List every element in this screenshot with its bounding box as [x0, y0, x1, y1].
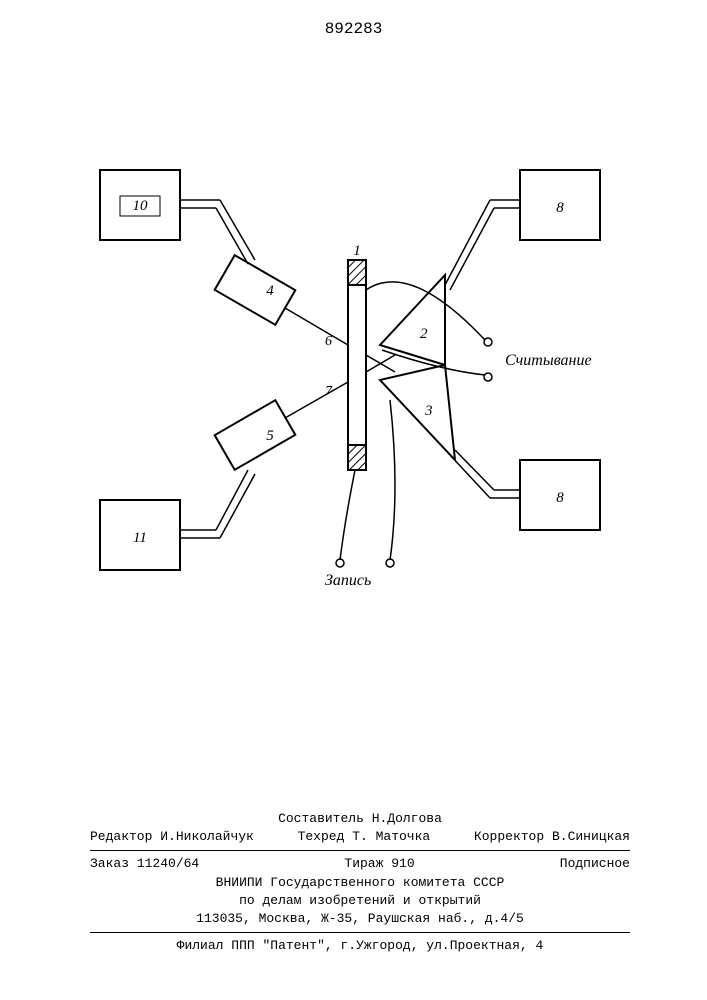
central-bar-bottom-hatch — [348, 445, 366, 470]
techred-label: Техред — [298, 829, 345, 844]
corrector-label: Корректор — [474, 829, 544, 844]
label-8-top: 8 — [556, 200, 564, 216]
circulation-label: Тираж — [344, 856, 383, 871]
corrector-name: В.Синицкая — [552, 829, 630, 844]
central-bar-top-hatch — [348, 260, 366, 285]
branch-line: Филиал ППП "Патент", г.Ужгород, ул.Проек… — [90, 937, 630, 955]
terminal-read-2 — [484, 373, 492, 381]
block-5 — [215, 400, 296, 470]
label-write: Запись — [325, 572, 371, 589]
org-line-1: ВНИИПИ Государственного комитета СССР — [90, 874, 630, 892]
label-5: 5 — [266, 428, 274, 444]
header-number: 892283 — [0, 20, 707, 38]
label-2: 2 — [420, 326, 428, 342]
wire-write-2 — [390, 400, 395, 560]
order-value: 11240/64 — [137, 856, 199, 871]
label-4: 4 — [266, 283, 274, 299]
label-6: 6 — [325, 334, 332, 349]
label-11: 11 — [133, 530, 147, 546]
terminal-read-1 — [484, 338, 492, 346]
address-line: 113035, Москва, Ж-35, Раушская наб., д.4… — [90, 910, 630, 928]
editor-name: И.Николайчук — [160, 829, 254, 844]
order-label: Заказ — [90, 856, 129, 871]
techred-name: Т. Маточка — [352, 829, 430, 844]
page: 892283 10 8 11 8 4 5 — [0, 0, 707, 1000]
label-read: Считывание — [505, 352, 592, 369]
org-line-2: по делам изобретений и открытий — [90, 892, 630, 910]
central-bar — [348, 260, 366, 470]
terminal-write-1 — [336, 559, 344, 567]
circulation-value: 910 — [391, 856, 414, 871]
compiler-label: Составитель — [278, 811, 364, 826]
label-1: 1 — [353, 243, 361, 259]
label-7: 7 — [325, 384, 333, 399]
subscription: Подписное — [560, 855, 630, 873]
label-8-bottom: 8 — [556, 490, 564, 506]
block-4 — [215, 255, 296, 325]
terminal-write-2 — [386, 559, 394, 567]
editor-label: Редактор — [90, 829, 152, 844]
compiler-name: Н.Долгова — [372, 811, 442, 826]
triangle-2 — [380, 275, 445, 365]
footer: Составитель Н.Долгова Редактор И.Николай… — [90, 810, 630, 955]
wire-write-1 — [340, 470, 355, 560]
schematic-diagram: 10 8 11 8 4 5 1 — [90, 160, 620, 610]
label-10: 10 — [133, 198, 149, 214]
label-3: 3 — [424, 403, 433, 419]
line-6-left — [285, 308, 348, 345]
line-7-left — [285, 382, 348, 418]
